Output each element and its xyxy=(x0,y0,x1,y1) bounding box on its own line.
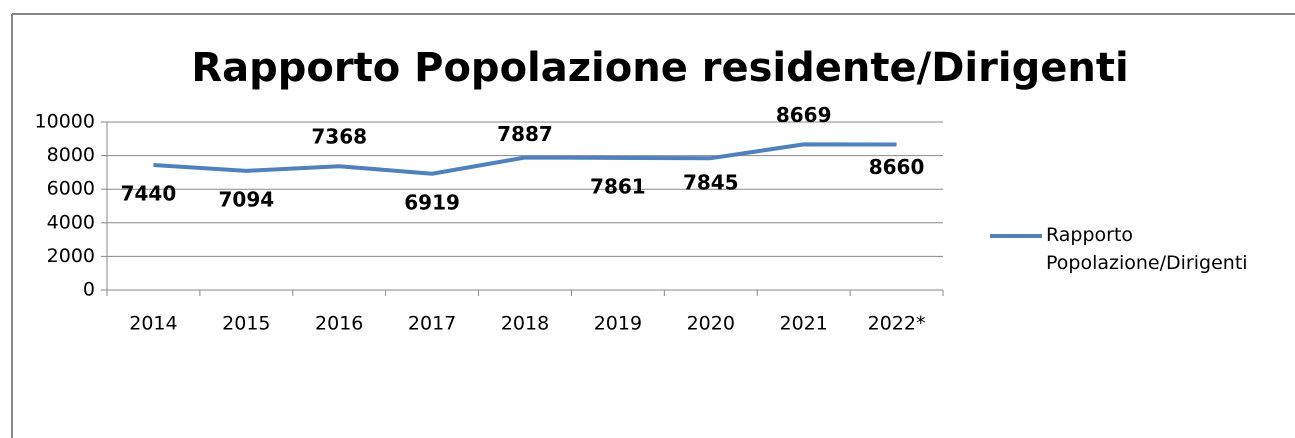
y-tick-label: 10000 xyxy=(35,111,95,133)
y-tick-label: 2000 xyxy=(47,245,95,267)
chart-title: Rapporto Popolazione residente/Dirigenti xyxy=(191,45,1128,91)
data-label: 7887 xyxy=(497,122,553,146)
data-label: 7861 xyxy=(590,174,646,198)
x-tick-label: 2019 xyxy=(594,313,642,335)
data-label: 7368 xyxy=(311,125,367,149)
x-tick-label: 2014 xyxy=(129,313,177,335)
series-line xyxy=(153,142,897,176)
x-tick-label: 2016 xyxy=(315,313,363,335)
data-label: 6919 xyxy=(404,190,460,214)
data-label: 8669 xyxy=(776,103,832,127)
data-label: 7440 xyxy=(121,182,177,206)
x-tick-label: 2017 xyxy=(408,313,456,335)
y-tick-label: 0 xyxy=(83,279,95,301)
legend-label: Rapporto Popolazione/Dirigenti xyxy=(1046,224,1248,274)
y-tick-label: 8000 xyxy=(47,144,95,166)
x-tick-label: 2021 xyxy=(779,313,827,335)
y-tick-label: 6000 xyxy=(47,178,95,200)
y-tick-label: 4000 xyxy=(47,211,95,233)
x-tick-label: 2022* xyxy=(868,313,926,335)
legend-entry: Rapporto Popolazione/Dirigenti xyxy=(1046,224,1248,274)
data-label: 7094 xyxy=(218,187,274,211)
data-label: 8660 xyxy=(869,155,925,179)
x-tick-label: 2020 xyxy=(687,313,735,335)
x-tick-label: 2018 xyxy=(501,313,549,335)
data-label: 7845 xyxy=(683,171,739,195)
x-tick-label: 2015 xyxy=(222,313,270,335)
